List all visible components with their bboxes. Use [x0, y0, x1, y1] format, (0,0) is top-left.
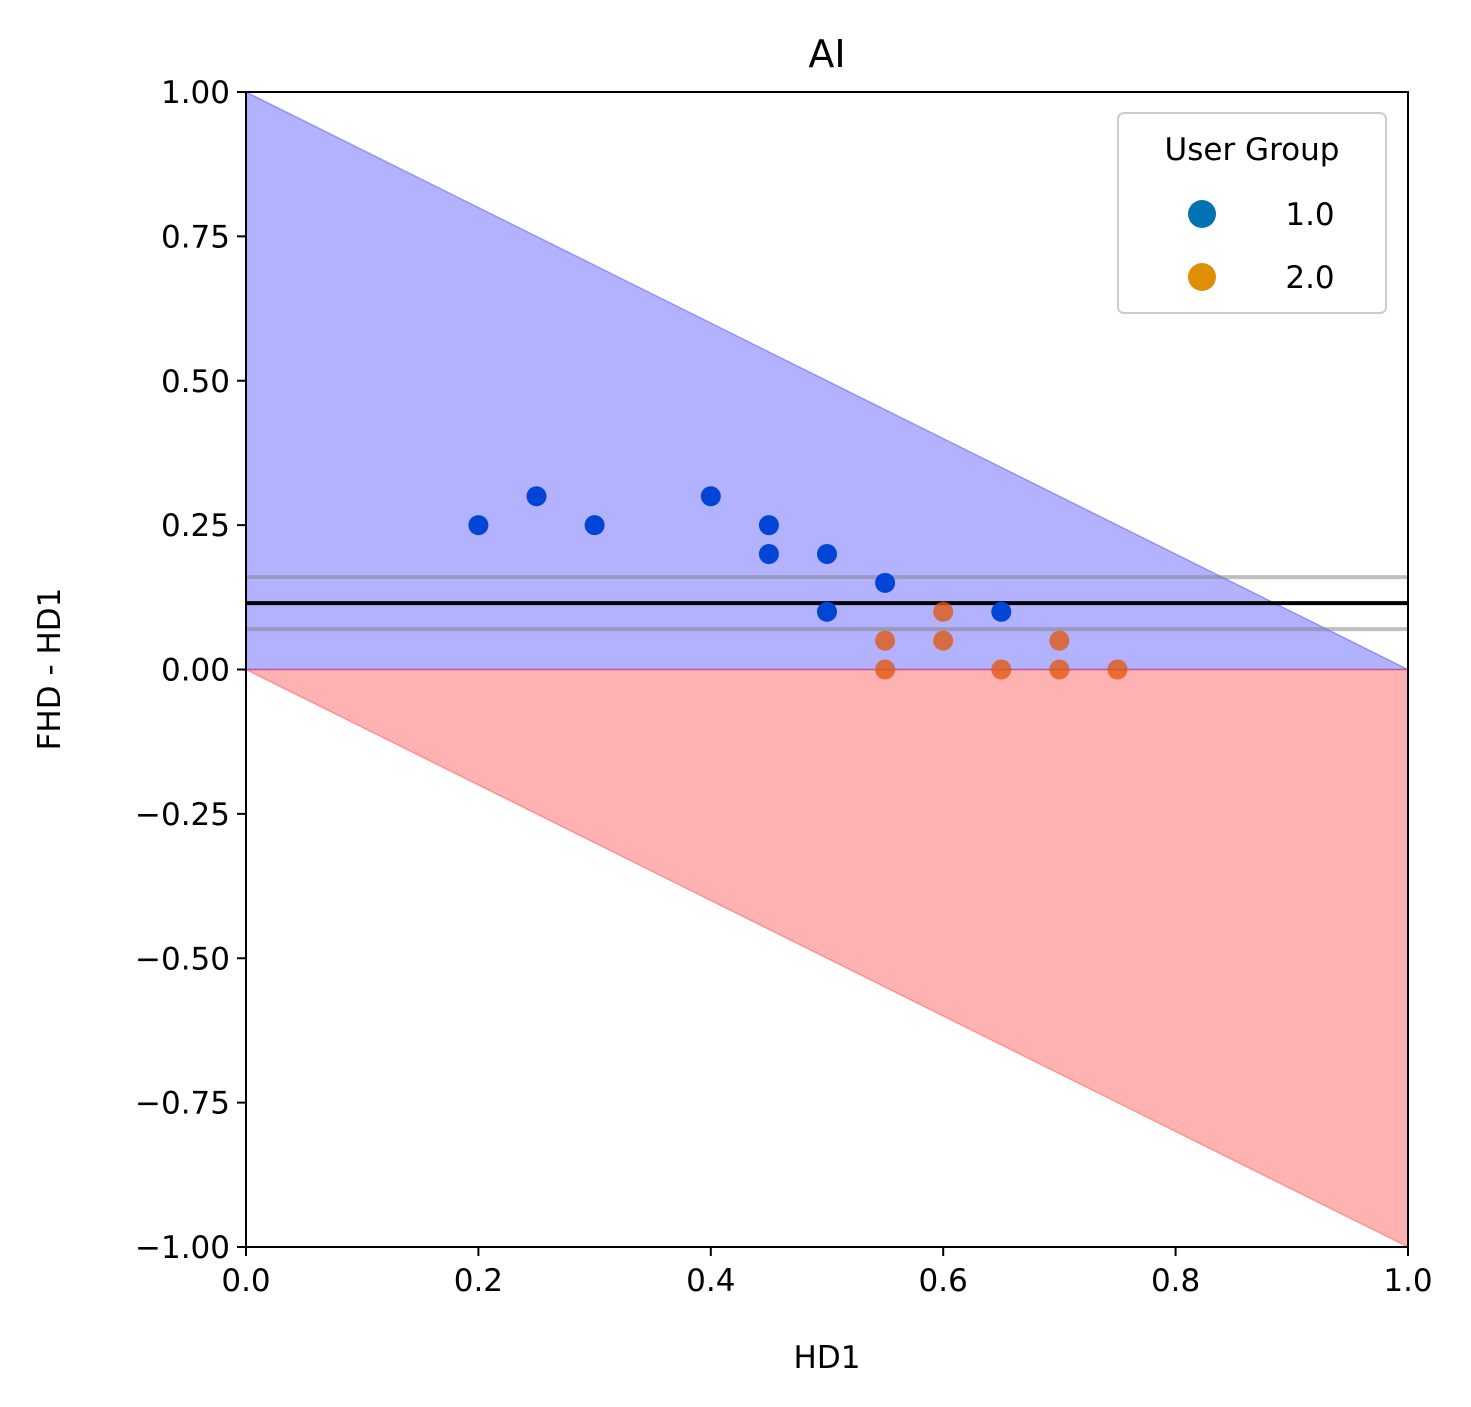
y-axis-ticks: 1.00 0.75 0.50 0.25 0.00 −0.25 −0.50 −0.75 −1.00 [135, 75, 246, 1266]
x-axis-ticks: 0.0 0.2 0.4 0.6 0.8 1.0 [221, 1247, 1433, 1299]
legend-marker [1188, 200, 1216, 228]
legend-marker [1188, 263, 1216, 291]
x-tick-label: 0.2 [454, 1263, 503, 1299]
y-tick-label: −0.25 [135, 797, 230, 833]
x-tick-label: 0.4 [686, 1263, 735, 1299]
data-point-group-1.0 [758, 544, 779, 564]
data-point-group-2.0 [933, 630, 954, 651]
data-point-group-1.0 [758, 515, 779, 536]
y-tick-label: 0.25 [161, 508, 230, 544]
data-point-group-1.0 [817, 601, 837, 622]
data-point-group-2.0 [991, 659, 1012, 680]
data-point-group-1.0 [991, 601, 1012, 622]
data-point-group-1.0 [584, 515, 605, 536]
data-point-group-2.0 [1049, 659, 1070, 680]
y-tick-label: −0.75 [135, 1086, 230, 1122]
legend: User Group 1.0 2.0 [1117, 112, 1387, 314]
data-point-group-2.0 [875, 630, 896, 651]
data-point-group-2.0 [933, 601, 954, 622]
data-point-group-2.0 [875, 659, 896, 680]
legend-label: 1.0 [1285, 197, 1334, 233]
y-tick-label: 0.00 [161, 653, 230, 689]
y-tick-label: 1.00 [161, 75, 230, 111]
data-point-group-1.0 [526, 486, 547, 507]
x-tick-label: 1.0 [1383, 1263, 1432, 1299]
x-tick-label: 0.8 [1151, 1263, 1200, 1299]
region-layer [245, 90, 1409, 1249]
scatter-points [468, 486, 1128, 680]
data-point-group-2.0 [1107, 659, 1128, 680]
legend-label: 2.0 [1285, 260, 1334, 296]
y-tick-label: 0.75 [161, 219, 230, 255]
y-tick-label: 0.50 [161, 364, 230, 400]
chart-title: AI [808, 32, 845, 76]
data-point-group-1.0 [817, 544, 837, 564]
y-axis-label: FHD - HD1 [32, 588, 68, 751]
lower-triangle-region [245, 668, 1409, 1249]
x-tick-label: 0.6 [919, 1263, 968, 1299]
data-point-group-1.0 [468, 515, 489, 536]
y-tick-label: −1.00 [135, 1230, 230, 1266]
data-point-group-1.0 [700, 486, 721, 507]
x-axis-label: HD1 [794, 1340, 861, 1376]
data-point-group-1.0 [875, 572, 896, 593]
data-point-group-2.0 [1049, 630, 1070, 651]
legend-title: User Group [1165, 132, 1340, 168]
y-tick-label: −0.50 [135, 941, 230, 977]
x-tick-label: 0.0 [221, 1263, 270, 1299]
legend-box [1117, 112, 1387, 314]
